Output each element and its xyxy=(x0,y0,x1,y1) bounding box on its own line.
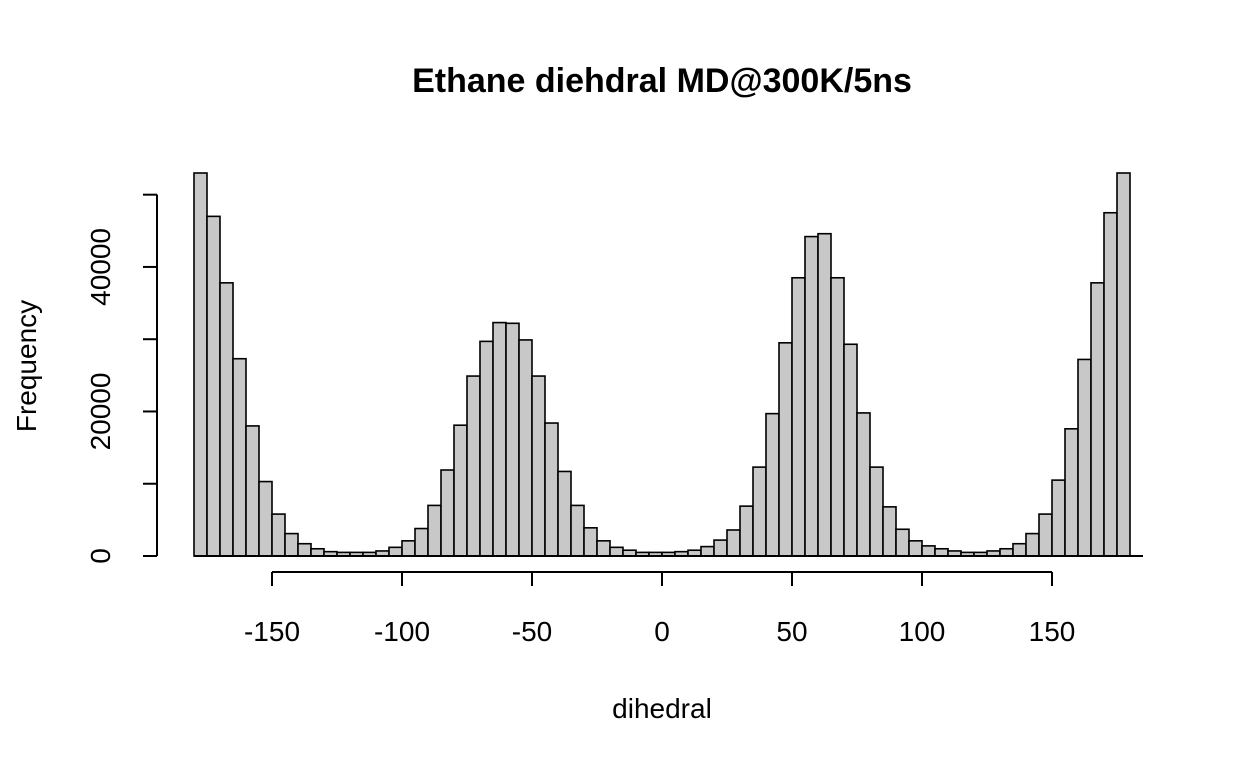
histogram-bar xyxy=(1090,282,1105,557)
x-tick-label: -50 xyxy=(512,616,552,647)
histogram-bar xyxy=(258,480,273,557)
histogram-bar xyxy=(804,235,819,557)
chart-title: Ethane diehdral MD@300K/5ns xyxy=(412,62,912,100)
histogram-bar xyxy=(713,539,728,557)
histogram-bar xyxy=(232,357,247,557)
histogram-bar xyxy=(999,547,1014,557)
histogram-bar xyxy=(778,342,793,557)
histogram-bar xyxy=(1038,513,1053,557)
histogram-bar xyxy=(1103,211,1118,557)
histogram-bar xyxy=(895,528,910,557)
histogram-bar xyxy=(414,527,429,557)
histogram-bar xyxy=(583,527,598,557)
histogram-bar xyxy=(284,532,299,557)
histogram-bar xyxy=(466,375,481,557)
histogram-bar xyxy=(791,276,806,557)
x-tick-label: 150 xyxy=(1029,616,1076,647)
histogram-bar xyxy=(206,215,221,557)
histogram-bar xyxy=(856,412,871,557)
histogram-bar xyxy=(843,343,858,557)
histogram-bar xyxy=(609,546,624,557)
histogram-bar xyxy=(453,424,468,557)
histogram-bar xyxy=(921,545,936,557)
histogram-bar xyxy=(518,339,533,557)
histogram-bar xyxy=(882,506,897,557)
histogram-bar xyxy=(934,547,949,557)
histogram-bar xyxy=(492,321,507,557)
histogram-bar xyxy=(271,513,286,557)
histogram-bar xyxy=(817,232,832,557)
histogram-bar xyxy=(544,422,559,557)
histogram-bar xyxy=(869,466,884,557)
x-axis-label: dihedral xyxy=(612,693,712,724)
histogram-bar xyxy=(1064,428,1079,557)
histogram-bar xyxy=(297,542,312,557)
histogram-bar xyxy=(1116,172,1131,557)
histogram-bar xyxy=(596,540,611,557)
y-tick-label: 40000 xyxy=(85,228,116,306)
histogram-bar xyxy=(830,276,845,557)
x-tick-label: -150 xyxy=(244,616,300,647)
x-tick-label: -100 xyxy=(374,616,430,647)
x-tick-label: 50 xyxy=(776,616,807,647)
histogram-bar xyxy=(427,504,442,557)
x-tick-label: 0 xyxy=(654,616,670,647)
histogram-bar xyxy=(765,412,780,557)
histogram-bar xyxy=(570,504,585,557)
y-tick-label: 0 xyxy=(85,548,116,564)
histogram-bar xyxy=(739,505,754,557)
histogram-bar xyxy=(245,425,260,557)
histogram-bars xyxy=(193,172,1143,557)
y-tick-label: 20000 xyxy=(85,373,116,451)
histogram-bar xyxy=(440,469,455,557)
histogram-bar xyxy=(908,540,923,557)
x-axis-ticks: -150 -100 -50 0 50 100 150 xyxy=(244,572,1075,647)
histogram-bar xyxy=(193,172,208,557)
y-axis-label: Frequency xyxy=(11,300,42,432)
histogram-bar xyxy=(1025,532,1040,557)
histogram-bar xyxy=(505,322,520,557)
histogram-bar xyxy=(1012,542,1027,557)
histogram-bar xyxy=(479,340,494,557)
histogram-bar xyxy=(219,282,234,557)
histogram-bar xyxy=(726,529,741,557)
x-tick-label: 100 xyxy=(899,616,946,647)
histogram-bar xyxy=(531,375,546,557)
histogram-bar xyxy=(752,466,767,557)
histogram-bar xyxy=(401,540,416,557)
histogram-bar xyxy=(388,546,403,557)
histogram-bar xyxy=(310,547,325,557)
histogram-bar xyxy=(1051,479,1066,557)
histogram-bar xyxy=(1077,358,1092,557)
histogram-bar xyxy=(557,470,572,557)
y-axis-ticks: 0 20000 40000 xyxy=(85,193,157,564)
histogram-bar xyxy=(700,545,715,557)
